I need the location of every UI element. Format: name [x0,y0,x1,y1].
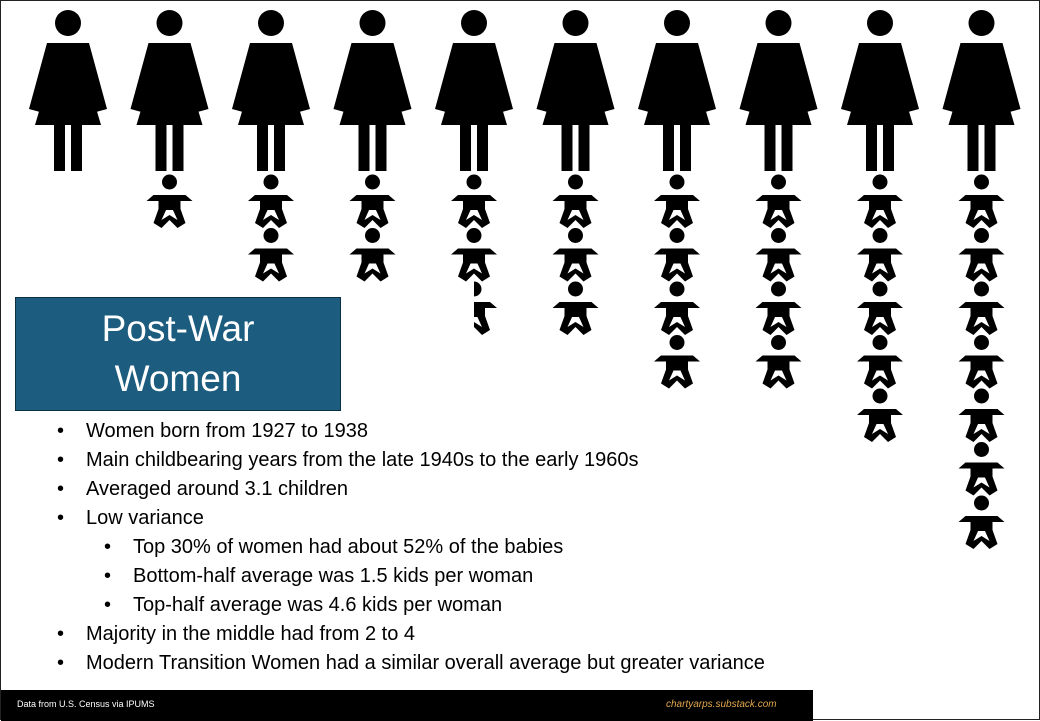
baby-icon [755,228,802,282]
bullet-item: Bottom-half average was 1.5 kids per wom… [57,562,765,591]
bullet-list: Women born from 1927 to 1938Main childbe… [57,417,765,678]
baby-icon [552,228,599,282]
baby-icon [958,442,1005,496]
baby-icon [755,281,802,335]
bullet-item: Low variance [57,504,765,533]
woman-icon [739,10,818,171]
baby-icon [958,335,1005,389]
baby-icon [654,281,700,335]
site-credit: chartyarps.substack.com [666,699,777,710]
baby-icon [654,335,700,389]
baby-icon [857,228,903,282]
woman-icon [130,10,209,171]
woman-icon [942,10,1021,171]
footer-bar: Data from U.S. Census via IPUMS chartyar… [1,690,813,721]
woman-icon [29,10,107,171]
bullet-item: Top 30% of women had about 52% of the ba… [57,533,765,562]
baby-icon [958,281,1005,335]
baby-icon [755,335,802,389]
baby-icon [654,228,700,282]
baby-icon [958,174,1005,228]
baby-icon [451,174,497,228]
woman-icon [232,10,310,171]
source-note: Data from U.S. Census via IPUMS [17,699,155,709]
baby-icon [958,388,1005,442]
bullet-item: Top-half average was 4.6 kids per woman [57,591,765,620]
baby-icon [857,388,903,442]
woman-icon [333,10,412,171]
baby-icon [248,228,294,282]
bullet-item: Modern Transition Women had a similar ov… [57,649,765,678]
woman-icon [536,10,615,171]
pictogram-chart [29,10,1021,549]
baby-icon [474,281,497,335]
woman-icon [435,10,513,171]
bullet-item: Women born from 1927 to 1938 [57,417,765,446]
baby-icon [248,174,294,228]
woman-icon [638,10,716,171]
baby-icon [552,174,599,228]
baby-icon [654,174,700,228]
baby-icon [958,495,1005,549]
baby-icon [958,228,1005,282]
slide-title: Post-War Women [101,308,255,399]
baby-icon [349,228,396,282]
bullet-item: Majority in the middle had from 2 to 4 [57,620,765,649]
baby-icon [146,174,193,228]
bullet-item: Averaged around 3.1 children [57,475,765,504]
baby-icon [857,335,903,389]
baby-icon [755,174,802,228]
baby-icon [552,281,599,335]
baby-icon [349,174,396,228]
baby-icon [857,281,903,335]
baby-icon [857,174,903,228]
baby-icon [451,228,497,282]
woman-icon [841,10,919,171]
bullet-item: Main childbearing years from the late 19… [57,446,765,475]
title-box: Post-War Women [15,297,341,411]
